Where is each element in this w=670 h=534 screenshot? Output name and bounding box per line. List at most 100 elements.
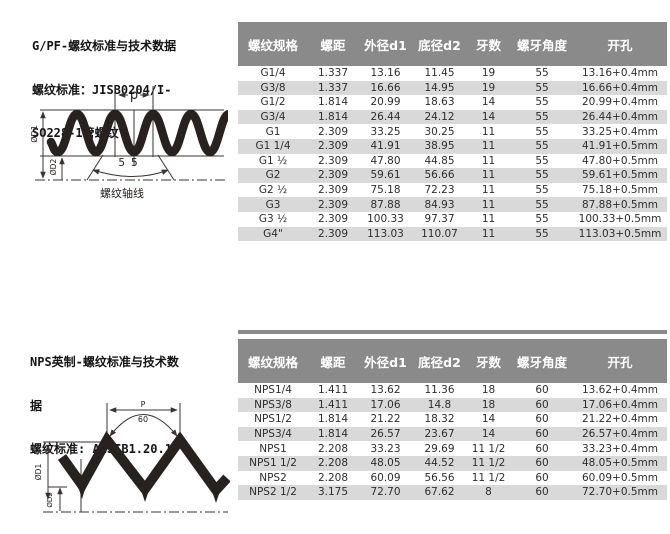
table-cell: NPS3/8 [254, 398, 292, 411]
table-cell: NPS2 [259, 471, 287, 484]
table-cell: 18.32 [424, 413, 455, 426]
table-cell: G3/8 [260, 81, 286, 94]
title-line: 据 [30, 398, 43, 413]
table-cell: 67.62 [424, 486, 455, 499]
table-cell: 11 [481, 184, 496, 197]
table-cell: 33.25+0.4mm [581, 125, 658, 138]
table-cell: NPS1 1/2 [249, 457, 297, 470]
title-line: SO228-1管螺纹 [32, 126, 119, 140]
header-cell: 牙数 [475, 354, 501, 370]
table-cell: 18 [481, 384, 496, 397]
table-cell: 60 [535, 486, 549, 499]
table-cell: 11.45 [424, 67, 455, 80]
table-row: NPS3/8 1.411 17.06 14.8 18 60 17.06+0.4mm [238, 397, 667, 413]
g-thread-profile-diagram: p 55 ØD1 ØD2 螺纹轴线 [29, 86, 228, 200]
table-cell: 60 [535, 384, 549, 397]
header-cell: 螺牙角度 [516, 37, 567, 53]
header-cell: 螺纹规格 [247, 354, 298, 370]
table-cell: 41.91 [370, 140, 401, 153]
table-cell: 30.25 [424, 125, 455, 138]
table-cell: 55 [535, 125, 549, 138]
table-cell: 2.309 [317, 125, 349, 138]
table-cell: 11 1/2 [471, 457, 506, 470]
header-cell: 螺牙角度 [516, 354, 567, 370]
table-cell: 100.33 [367, 213, 404, 226]
table-cell: 72.70 [370, 486, 401, 499]
table-cell: 13.62+0.4mm [581, 384, 658, 397]
table-cell: 19 [481, 81, 496, 94]
table-cell: 1.337 [317, 81, 349, 94]
table-cell: 113.03+0.5mm [578, 227, 662, 240]
table-row: G4" 2.309 113.03 110.07 11 55 113.03+0.5mm [238, 226, 667, 242]
table-cell: 11 [481, 154, 496, 167]
table-cell: 38.95 [424, 140, 455, 153]
table-cell: 48.05+0.5mm [581, 457, 658, 470]
table-row: G3/8 1.337 16.66 14.95 19 55 16.66+0.4mm [238, 80, 667, 96]
table-cell: G1 ½ [258, 154, 288, 167]
header-cell: 螺距 [320, 354, 346, 370]
table-cell: G1 [265, 125, 281, 138]
table-cell: 11 [481, 198, 496, 211]
table-cell: 13.16+0.4mm [581, 67, 658, 80]
table-cell: 8 [485, 486, 492, 499]
table-cell: 11 [481, 213, 496, 226]
table-cell: 14.95 [424, 81, 455, 94]
table-cell: 97.37 [424, 213, 455, 226]
table-cell: 60 [535, 398, 549, 411]
table-cell: 84.93 [424, 198, 455, 211]
table-cell: 14.8 [427, 398, 452, 411]
crest-tip [175, 432, 185, 444]
table-cell: 56.66 [424, 169, 455, 182]
table-row: G2 ½ 2.309 75.18 72.23 11 55 75.18+0.5mm [238, 182, 667, 198]
table-row: NPS1 2.208 33.23 29.69 11 1/2 60 33.23+0.4mm [238, 441, 667, 456]
round-thread-wave [46, 109, 228, 157]
table-cell: NPS3/4 [254, 428, 292, 441]
table-cell: 75.18 [370, 184, 401, 197]
table-row: NPS1/4 1.411 13.62 11.36 18 60 13.62+0.4mm [238, 383, 667, 398]
table-cell: 2.309 [317, 140, 349, 153]
table-cell: 55 [535, 198, 549, 211]
table-cell: G1/2 [260, 96, 286, 109]
table-cell: G1 1/4 [255, 140, 291, 153]
table-cell: 18.63 [424, 96, 455, 109]
header-cell: 螺纹规格 [247, 37, 298, 53]
table-cell: 33.23+0.4mm [581, 442, 658, 455]
table-cell: 41.91+0.5mm [581, 140, 658, 153]
table-cell: G4" [263, 227, 283, 240]
table-cell: 13.62 [370, 384, 401, 397]
header-cell: 螺距 [320, 37, 346, 53]
table-cell: 11 [481, 227, 496, 240]
table-cell: 11 1/2 [471, 442, 506, 455]
table-cell: NPS1/4 [254, 384, 292, 397]
title-line: G/PF-螺纹标准与技术数据 [32, 39, 177, 53]
table-cell: 60.09 [370, 471, 401, 484]
table-cell: 1.814 [317, 428, 349, 441]
table-cell: G3 ½ [258, 213, 288, 226]
table-cell: 21.22+0.4mm [581, 413, 658, 426]
table-cell: G2 ½ [258, 184, 288, 197]
d2-label: ØD2 [46, 492, 54, 507]
table-cell: 55 [535, 67, 549, 80]
table-cell: 72.23 [424, 184, 455, 197]
root-tip [77, 483, 87, 499]
table-cell: 33.23 [370, 442, 401, 455]
table-cell: 2.309 [317, 184, 349, 197]
table-cell: 20.99+0.4mm [581, 96, 658, 109]
header-cell: 开孔 [607, 37, 633, 53]
title-line: 螺纹标准：JISB0204/I- [32, 82, 172, 97]
table-cell: 55 [535, 111, 549, 124]
header-cell: 底径d2 [418, 37, 461, 53]
table-cell: 1.814 [317, 96, 349, 109]
table-cell: 14 [481, 111, 496, 124]
table-top-bar [238, 330, 667, 334]
table-cell: G2 [265, 169, 281, 182]
table-row: G1 2.309 33.25 30.25 11 55 33.25+0.4mm [238, 124, 667, 139]
table-cell: 60 [535, 428, 549, 441]
table-cell: 72.70+0.5mm [581, 486, 658, 499]
table-cell: 55 [535, 213, 549, 226]
table-cell: 47.80 [370, 154, 401, 167]
table-cell: 33.25 [370, 125, 401, 138]
table-cell: 47.80+0.5mm [581, 154, 658, 167]
table-cell: 60 [535, 442, 549, 455]
table-row: G3 ½ 2.309 100.33 97.37 11 55 100.33+0.5mm [238, 211, 667, 227]
